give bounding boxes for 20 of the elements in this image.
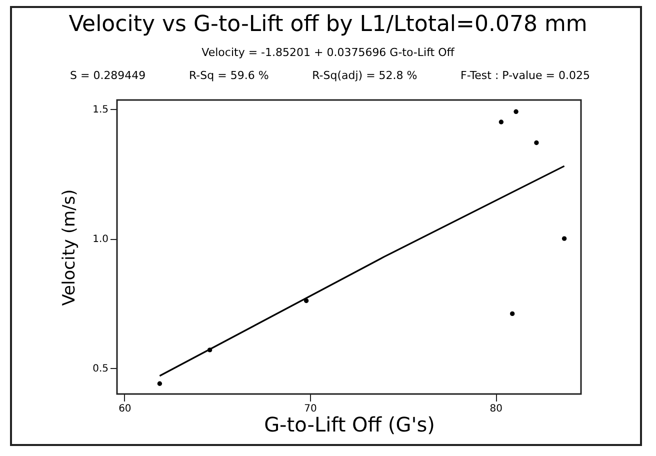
text: S = 0.289449 <box>70 68 146 84</box>
chart-subtitle: Velocity = -1.85201 + 0.0375696 G-to-Lift Off <box>200 46 456 59</box>
x-tick-label: 60 <box>118 404 132 414</box>
y-tick-label: 1.5 <box>92 104 108 116</box>
text: R-Sq = 59.6 % <box>188 68 269 84</box>
y-tick-label: 0.5 <box>92 364 108 375</box>
chart-title: Velocity vs G-to-Lift off by L1/Ltotal=0.078 mm <box>68 12 588 37</box>
point <box>510 311 515 316</box>
y-tick-label: 1.0 <box>92 234 108 246</box>
x-axis-title: G-to-Lift Off (G's) <box>264 412 435 436</box>
point <box>534 140 539 146</box>
point <box>514 109 518 114</box>
x-tick-label: 70 <box>304 404 317 414</box>
text: F-Test : P-value = 0.025 <box>460 68 590 84</box>
y-axis-title: Velocity (m/s) <box>60 189 80 306</box>
point <box>562 236 567 241</box>
x-tick-label: 80 <box>490 404 502 414</box>
point <box>157 381 162 386</box>
text: R-Sq(adj) = 52.8 % <box>312 68 418 84</box>
point <box>498 120 504 124</box>
